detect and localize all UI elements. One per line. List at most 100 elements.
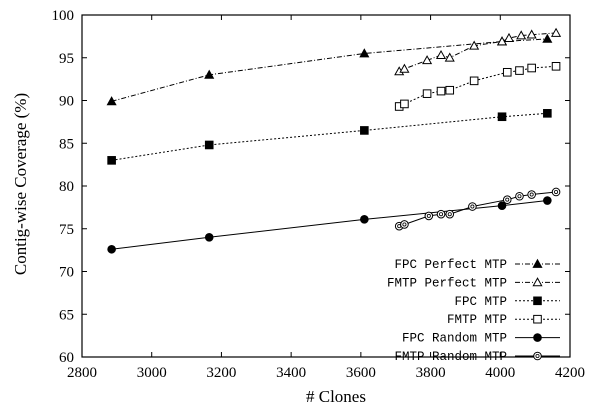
series-layer [106, 27, 562, 254]
legend: FPC Perfect MTP FMTP Perfect MTP FPC MTP FM… [387, 258, 560, 364]
y-axis-title: Contig-wise Coverage (%) [11, 93, 30, 275]
x-tick-label: 3800 [416, 365, 446, 381]
y-tick-label: 70 [59, 265, 74, 281]
data-point [542, 33, 553, 43]
data-point [543, 109, 552, 118]
legend-label: FPC Perfect MTP [394, 258, 507, 272]
data-point-inner [470, 204, 475, 209]
data-point [399, 63, 410, 73]
data-point [400, 99, 409, 109]
legend-marker-inner [535, 353, 540, 358]
x-tick-label: 4200 [555, 365, 585, 381]
series-fmtp-mtp [394, 62, 561, 111]
legend-label: FPC Random MTP [402, 332, 507, 346]
data-point [527, 63, 536, 73]
y-tick-label: 65 [59, 307, 74, 323]
data-point [497, 112, 507, 122]
data-point [551, 62, 561, 71]
y-tick-label: 90 [59, 94, 74, 110]
series-fmtp-random-mtp [394, 187, 561, 231]
series-fpc-random-mtp [107, 196, 552, 254]
data-point [436, 86, 446, 96]
data-point [497, 201, 507, 210]
legend-entry: FMTP Perfect MTP [387, 276, 560, 290]
legend-label: FMTP Random MTP [394, 350, 507, 364]
y-tick-label: 60 [59, 350, 74, 366]
series-line [111, 38, 548, 102]
data-point [445, 209, 455, 219]
data-point [204, 69, 215, 79]
data-point [551, 187, 561, 197]
series-fpc-mtp [107, 109, 552, 165]
data-point-inner [505, 197, 510, 202]
x-tick-label: 2800 [67, 365, 97, 381]
legend-marker [532, 258, 543, 268]
x-tick-label: 4000 [485, 365, 515, 381]
data-point-inner [529, 192, 534, 197]
data-point [204, 233, 214, 242]
data-point [502, 67, 512, 77]
legend-marker [532, 277, 543, 287]
data-point [543, 196, 552, 205]
data-point [496, 36, 508, 46]
data-point [503, 32, 515, 42]
legend-label: FPC MTP [454, 295, 507, 309]
series-fmtp-perfect-mtp [394, 27, 562, 76]
data-point-inner [447, 212, 452, 217]
data-point [469, 40, 480, 50]
y-tick-label: 75 [59, 222, 74, 238]
data-point [400, 220, 409, 229]
y-tick-label: 100 [52, 8, 75, 24]
data-point [204, 140, 214, 150]
data-point-inner [426, 213, 431, 218]
data-point [360, 126, 369, 135]
data-point-inner [554, 189, 559, 194]
legend-marker [533, 314, 542, 324]
data-point-inner [439, 212, 444, 217]
data-point [436, 209, 446, 219]
data-point-inner [517, 194, 522, 199]
data-point [445, 85, 455, 95]
data-point [359, 48, 370, 58]
x-axis-title: # Clones [306, 387, 366, 406]
data-point [468, 202, 477, 211]
data-point [107, 244, 116, 254]
series-line [399, 191, 557, 227]
legend-entry: FMTP MTP [447, 313, 560, 327]
data-point [422, 55, 433, 65]
legend-entry: FPC MTP [454, 295, 560, 309]
legend-entry: FMTP Random MTP [394, 350, 560, 364]
data-point [551, 27, 562, 37]
data-point [107, 156, 116, 165]
legend-entry: FPC Random MTP [402, 332, 560, 346]
data-point [106, 96, 117, 106]
data-point [422, 89, 432, 98]
data-point [360, 215, 369, 224]
y-tick-label: 80 [59, 179, 74, 195]
legend-marker [533, 351, 542, 361]
data-point [424, 211, 434, 221]
legend-label: FMTP Perfect MTP [387, 276, 507, 290]
legend-marker [533, 333, 542, 342]
data-point [527, 190, 536, 199]
x-tick-label: 3000 [137, 365, 167, 381]
x-tick-label: 3200 [206, 365, 236, 381]
legend-marker [533, 296, 542, 306]
data-point [502, 195, 512, 204]
data-point [469, 76, 479, 86]
data-point [516, 30, 527, 40]
axes: 2800 3000 3200 3400 3600 3800 4000 4200 60 65 70 75… [52, 8, 586, 381]
data-point [444, 52, 455, 62]
data-point [526, 29, 537, 39]
data-point [435, 49, 447, 60]
y-tick-label: 95 [59, 51, 74, 67]
series-line [111, 112, 548, 161]
data-point-inner [402, 222, 407, 227]
x-tick-label: 3400 [276, 365, 306, 381]
y-tick-label: 85 [59, 136, 74, 152]
data-point [515, 66, 524, 75]
data-point [515, 191, 524, 201]
series-fpc-perfect-mtp [106, 33, 553, 106]
series-line [398, 65, 557, 107]
